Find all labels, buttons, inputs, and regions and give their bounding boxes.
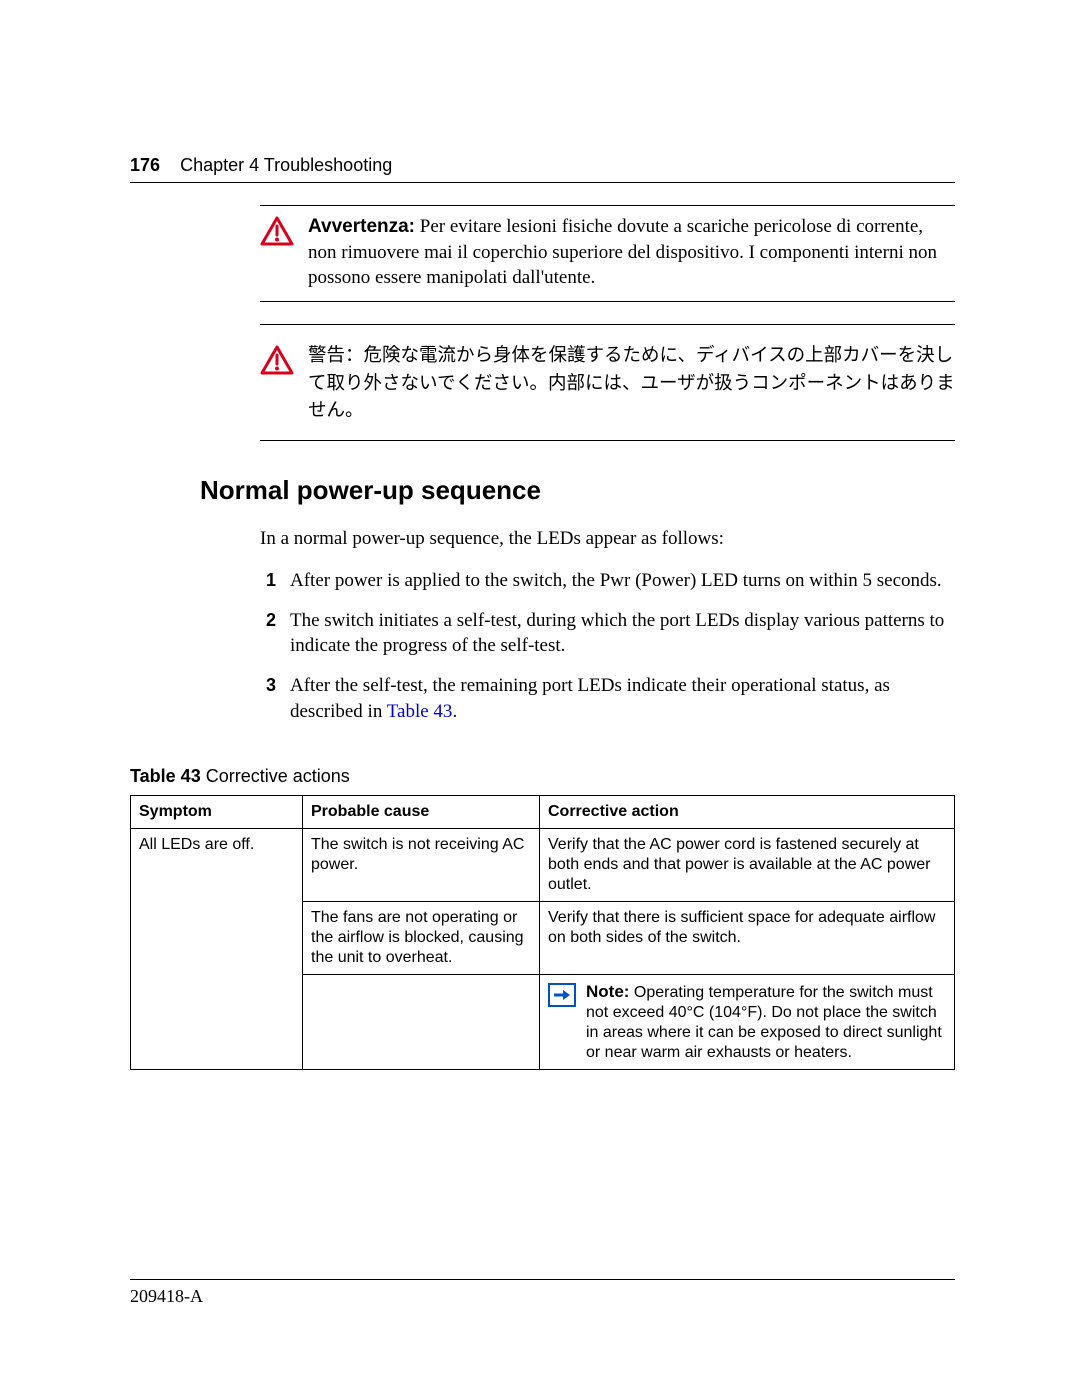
table-header-row: Symptom Probable cause Corrective action	[131, 796, 955, 829]
table-caption: Table 43 Corrective actions	[130, 766, 955, 787]
list-text-post: .	[452, 701, 457, 722]
page-number: 176	[130, 155, 160, 175]
list-item: 3 After the self-test, the remaining por…	[260, 673, 955, 724]
cell-action: Verify that the AC power cord is fastene…	[540, 829, 955, 902]
list-item: 2 The switch initiates a self-test, duri…	[260, 608, 955, 659]
list-text: After the self-test, the remaining port …	[290, 673, 955, 724]
note-body: Note: Operating temperature for the swit…	[586, 981, 946, 1063]
warning-japanese-text: 警告：危険な電流から身体を保護するために、ディバイスの上部カバーを決して取り外さ…	[308, 343, 955, 426]
list-text-pre: After the self-test, the remaining port …	[290, 675, 890, 722]
col-cause: Probable cause	[303, 796, 540, 829]
document-id: 209418-A	[130, 1286, 203, 1306]
list-text: The switch initiates a self-test, during…	[290, 608, 955, 659]
document-page: 176 Chapter 4 Troubleshooting Avvertenza…	[0, 0, 1080, 1397]
numbered-list: 1 After power is applied to the switch, …	[260, 568, 955, 724]
col-symptom: Symptom	[131, 796, 303, 829]
table-label: Table 43	[130, 766, 201, 786]
cell-cause: The switch is not receiving AC power.	[303, 829, 540, 902]
section-heading: Normal power-up sequence	[200, 475, 955, 506]
col-action: Corrective action	[540, 796, 955, 829]
list-number: 1	[260, 568, 276, 594]
list-text: After power is applied to the switch, th…	[290, 568, 955, 594]
note-label: Note:	[586, 982, 629, 1001]
list-item: 1 After power is applied to the switch, …	[260, 568, 955, 594]
cell-cause: The fans are not operating or the airflo…	[303, 902, 540, 975]
cell-symptom: All LEDs are off.	[131, 829, 303, 1070]
warning-japanese: 警告：危険な電流から身体を保護するために、ディバイスの上部カバーを決して取り外さ…	[260, 324, 955, 441]
page-header: 176 Chapter 4 Troubleshooting	[130, 155, 955, 183]
corrective-actions-table: Symptom Probable cause Corrective action…	[130, 795, 955, 1070]
table-link[interactable]: Table 43	[387, 701, 453, 722]
cell-cause-empty	[303, 975, 540, 1070]
warning-triangle-icon	[260, 216, 294, 251]
chapter-title-text: Chapter 4 Troubleshooting	[180, 155, 392, 175]
note-text: Operating temperature for the switch mus…	[586, 984, 942, 1061]
chapter-title	[165, 155, 180, 175]
note-arrow-icon	[548, 983, 576, 1013]
table-title: Corrective actions	[201, 766, 350, 786]
section-intro: In a normal power-up sequence, the LEDs …	[260, 528, 955, 550]
cell-action: Verify that there is sufficient space fo…	[540, 902, 955, 975]
page-footer: 209418-A	[130, 1279, 955, 1307]
list-number: 2	[260, 608, 276, 659]
warning-triangle-icon	[260, 345, 294, 380]
list-number: 3	[260, 673, 276, 724]
table-row: All LEDs are off. The switch is not rece…	[131, 829, 955, 902]
warning-italian-label: Avvertenza:	[308, 216, 415, 237]
warning-italian-text: Avvertenza: Per evitare lesioni fisiche …	[308, 214, 955, 291]
warning-italian: Avvertenza: Per evitare lesioni fisiche …	[260, 205, 955, 302]
cell-note: Note: Operating temperature for the swit…	[540, 975, 955, 1070]
